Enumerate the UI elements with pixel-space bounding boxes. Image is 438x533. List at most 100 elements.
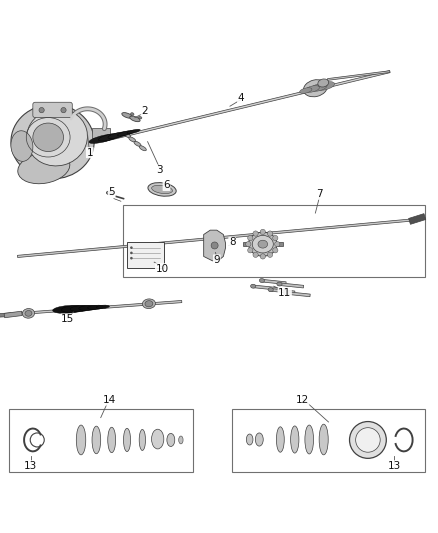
Text: 13: 13 [24,461,37,471]
Text: 13: 13 [388,461,401,471]
Text: 11: 11 [278,288,291,298]
Ellipse shape [152,185,173,193]
Ellipse shape [145,301,153,307]
Text: 4: 4 [237,93,244,103]
Circle shape [39,108,44,113]
FancyBboxPatch shape [127,241,164,268]
Ellipse shape [89,134,117,143]
Circle shape [246,241,251,247]
Ellipse shape [310,84,327,91]
Circle shape [247,248,253,253]
Ellipse shape [122,112,132,118]
Polygon shape [243,243,283,246]
Circle shape [61,108,66,113]
Ellipse shape [99,133,123,141]
Circle shape [253,231,258,236]
Ellipse shape [304,79,327,97]
Polygon shape [92,128,110,138]
Text: 14: 14 [103,395,116,405]
Polygon shape [4,301,182,316]
Ellipse shape [305,425,314,454]
Text: 12: 12 [296,395,309,405]
Ellipse shape [167,433,175,447]
Circle shape [253,252,258,257]
Ellipse shape [108,427,116,453]
Ellipse shape [108,132,129,139]
Bar [123,205,425,278]
Ellipse shape [276,427,284,452]
Ellipse shape [252,236,273,253]
Ellipse shape [251,284,256,288]
Ellipse shape [76,425,86,455]
Circle shape [273,248,278,253]
Circle shape [267,231,272,236]
Bar [232,409,425,472]
Ellipse shape [134,141,141,147]
Ellipse shape [139,430,145,450]
Ellipse shape [79,305,99,310]
Ellipse shape [11,131,33,161]
Ellipse shape [92,426,101,454]
Circle shape [267,252,272,257]
Circle shape [356,427,380,452]
Circle shape [275,241,280,247]
Bar [9,409,193,472]
Ellipse shape [11,104,94,179]
Text: 1: 1 [86,148,93,158]
Ellipse shape [53,305,83,313]
Ellipse shape [117,131,134,136]
Ellipse shape [300,88,312,93]
Ellipse shape [258,240,268,248]
Ellipse shape [139,146,146,151]
Ellipse shape [88,305,104,310]
Polygon shape [278,282,304,288]
Ellipse shape [26,109,88,166]
Ellipse shape [18,152,70,184]
Ellipse shape [259,279,265,282]
Text: 6: 6 [163,181,170,190]
Text: 15: 15 [61,314,74,324]
Ellipse shape [319,424,328,455]
Polygon shape [269,288,295,294]
Ellipse shape [106,191,113,195]
Ellipse shape [268,288,273,292]
Ellipse shape [142,299,155,309]
Polygon shape [204,230,226,261]
Circle shape [211,242,218,249]
Polygon shape [409,214,426,224]
Polygon shape [18,218,420,257]
Ellipse shape [277,282,282,286]
Circle shape [350,422,386,458]
Text: 2: 2 [141,106,148,116]
Circle shape [130,246,133,249]
Polygon shape [252,285,277,290]
Text: 5: 5 [108,187,115,197]
Polygon shape [261,279,286,285]
Ellipse shape [61,305,88,312]
Ellipse shape [315,82,335,90]
Polygon shape [0,313,11,317]
Ellipse shape [70,305,94,311]
Circle shape [247,236,253,241]
Ellipse shape [152,429,164,449]
Ellipse shape [179,436,183,444]
Ellipse shape [283,291,289,295]
Text: 9: 9 [213,255,220,265]
Ellipse shape [131,112,134,116]
Circle shape [273,236,278,241]
Ellipse shape [129,137,136,142]
Ellipse shape [305,86,319,92]
Ellipse shape [255,433,263,446]
Ellipse shape [130,116,140,122]
Ellipse shape [127,129,140,134]
Polygon shape [328,71,390,80]
Text: 7: 7 [316,189,323,199]
Ellipse shape [246,434,253,445]
Ellipse shape [138,116,142,119]
Polygon shape [102,70,390,142]
Ellipse shape [249,232,277,256]
Text: 3: 3 [156,165,163,175]
Circle shape [260,254,265,259]
Ellipse shape [291,426,299,453]
Text: 10: 10 [155,264,169,273]
